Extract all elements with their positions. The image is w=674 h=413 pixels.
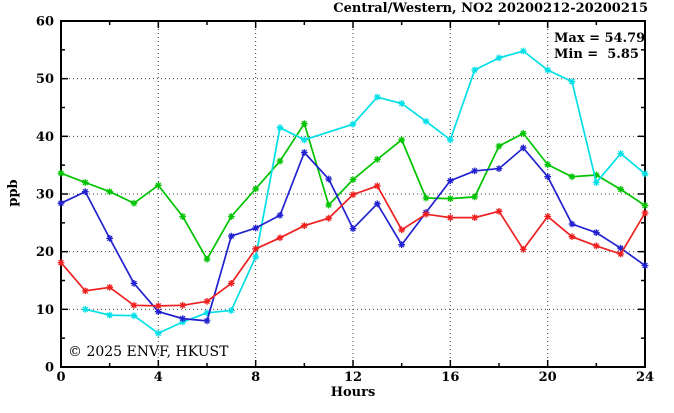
y-tick-label-60: 60 (36, 15, 54, 30)
y-tick-label-0: 0 (45, 361, 54, 376)
x-tick-label-0: 0 (56, 370, 65, 385)
x-tick-label-20: 20 (539, 370, 557, 385)
plot-border (60, 20, 646, 368)
x-tick-labels: 0 4 8 12 16 20 24 (56, 370, 654, 385)
x-tick-label-24: 24 (636, 370, 654, 385)
x-tick-label-12: 12 (344, 370, 362, 385)
series-day-2-cyan (81, 47, 649, 337)
x-tick-label-8: 8 (251, 370, 260, 385)
max-annotation: Max = 54.79 (554, 31, 645, 46)
y-tick-labels: 0 10 20 30 40 50 60 (36, 15, 54, 376)
chart-title: Central/Western, NO2 20200212-20200215 (333, 1, 648, 16)
series-day-3-blue (57, 144, 649, 325)
y-tick-label-10: 10 (36, 303, 54, 318)
min-annotation: Min = 5.85 (554, 47, 639, 62)
data-series-group (57, 47, 649, 337)
watermark-text: © 2025 ENVF, HKUST (68, 344, 229, 360)
x-tick-label-4: 4 (154, 370, 163, 385)
y-tick-label-40: 40 (36, 130, 54, 145)
y-tick-label-30: 30 (36, 188, 54, 203)
series-day-4-red (57, 182, 649, 310)
y-axis-label: ppb (6, 179, 21, 206)
series-markers-day-3-blue (57, 144, 649, 325)
y-tick-label-20: 20 (36, 245, 54, 260)
series-markers-day-4-red (57, 182, 649, 310)
series-line-day-2-cyan (85, 50, 646, 335)
y-tick-label-50: 50 (36, 72, 54, 87)
series-markers-day-1-green (57, 120, 649, 263)
series-day-1-green (57, 120, 649, 263)
x-tick-label-16: 16 (441, 370, 459, 385)
series-markers-day-2-cyan (81, 47, 649, 337)
x-axis-label: Hours (331, 385, 376, 400)
